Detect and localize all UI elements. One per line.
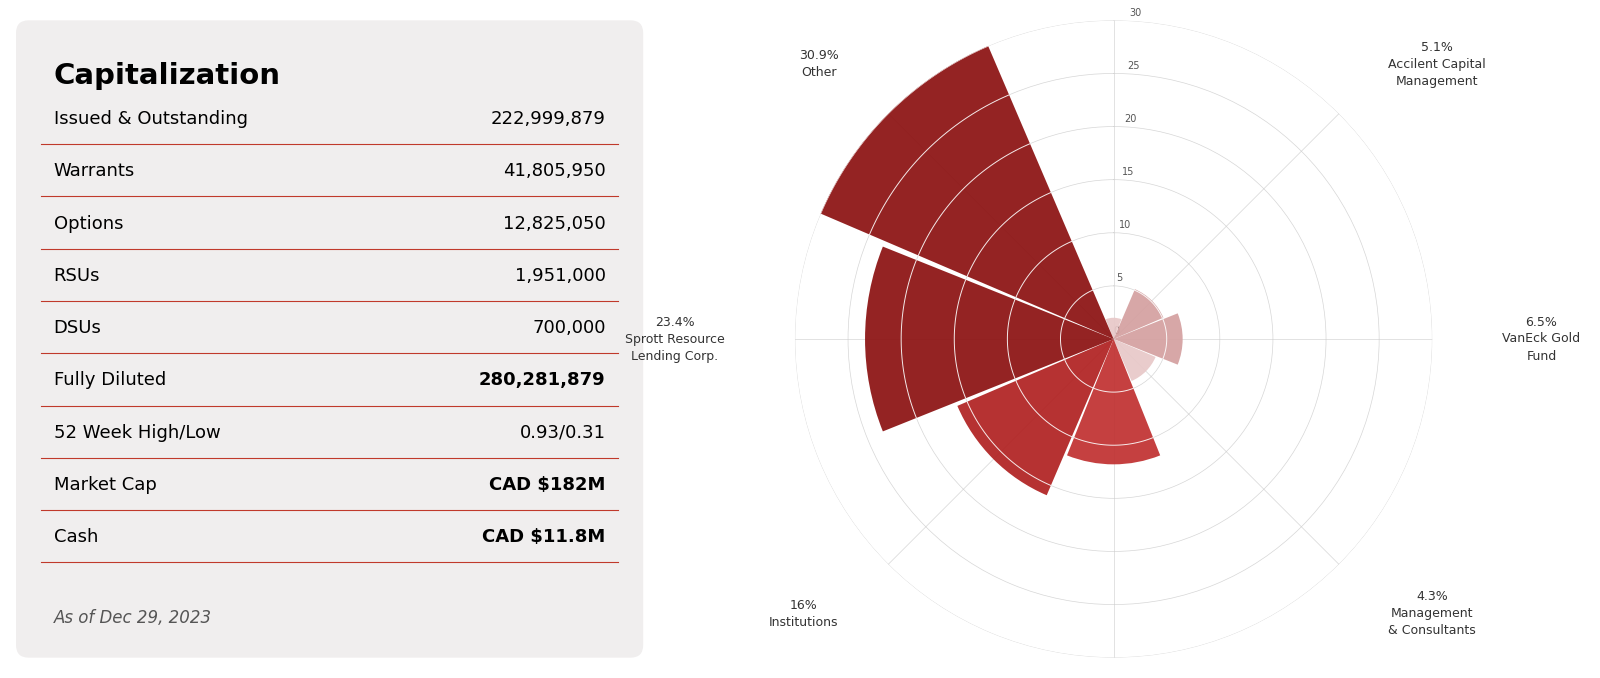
Text: 6.5%
VanEck Gold
Fund: 6.5% VanEck Gold Fund [1502,315,1581,363]
Text: DSUs: DSUs [54,319,101,337]
Text: 16%
Institutions: 16% Institutions [770,599,838,629]
Text: CAD $182M: CAD $182M [490,476,605,494]
Bar [811,37,1114,339]
Bar [957,339,1114,495]
Bar [1106,318,1122,339]
Text: Warrants: Warrants [54,163,134,180]
Text: 10: 10 [1118,220,1131,230]
Text: Market Cap: Market Cap [54,476,157,494]
Text: 25: 25 [1126,60,1139,71]
Text: 52 Week High/Low: 52 Week High/Low [54,424,221,441]
Text: Fully Diluted: Fully Diluted [54,372,166,389]
Text: Cash: Cash [54,528,98,546]
Text: 12,825,050: 12,825,050 [502,215,605,233]
Text: 30: 30 [1130,7,1142,18]
Text: 41,805,950: 41,805,950 [502,163,605,180]
Text: 5: 5 [1117,273,1123,283]
Text: 20: 20 [1125,114,1136,123]
Text: Issued & Outstanding: Issued & Outstanding [54,110,248,128]
Bar [1114,290,1163,339]
Bar [866,247,1114,431]
Bar [1114,339,1155,381]
Text: 0: 0 [1114,326,1120,336]
Text: 280,281,879: 280,281,879 [478,372,605,389]
Text: RSUs: RSUs [54,267,101,285]
Text: CAD $11.8M: CAD $11.8M [482,528,605,546]
FancyBboxPatch shape [16,20,643,658]
Text: 700,000: 700,000 [533,319,605,337]
Text: 0.93/0.31: 0.93/0.31 [520,424,605,441]
Text: Options: Options [54,215,123,233]
Text: 1,951,000: 1,951,000 [515,267,605,285]
Bar [1067,339,1160,464]
Text: 30.9%
Other: 30.9% Other [798,49,838,79]
Text: 15: 15 [1122,167,1134,177]
Text: Capitalization: Capitalization [54,62,280,89]
Text: As of Dec 29, 2023: As of Dec 29, 2023 [54,609,211,626]
Text: 23.4%
Sprott Resource
Lending Corp.: 23.4% Sprott Resource Lending Corp. [626,315,725,363]
Text: 5.1%
Accilent Capital
Management: 5.1% Accilent Capital Management [1389,41,1486,87]
Text: 4.3%
Management
& Consultants: 4.3% Management & Consultants [1389,591,1477,637]
Text: 222,999,879: 222,999,879 [491,110,605,128]
Bar [1114,313,1182,365]
